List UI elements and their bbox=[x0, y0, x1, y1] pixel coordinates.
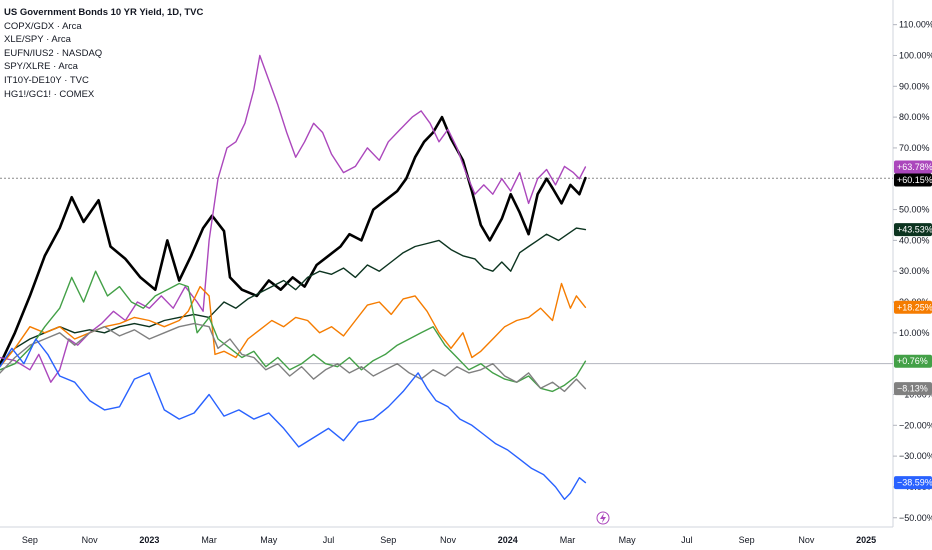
last-value-badge-purple bbox=[894, 160, 932, 174]
x-tick-label: Nov bbox=[82, 535, 99, 545]
legend-item-xle-spy[interactable]: XLE/SPY · Arca bbox=[4, 34, 71, 46]
y-tick-label: 10.00% bbox=[899, 328, 930, 338]
x-tick-label: Nov bbox=[798, 535, 815, 545]
x-tick-label: Mar bbox=[201, 535, 217, 545]
y-tick-label: 70.00% bbox=[899, 143, 930, 153]
x-tick-label: Sep bbox=[739, 535, 755, 545]
y-tick-label: −30.00% bbox=[899, 451, 932, 461]
series-line-blue bbox=[0, 338, 587, 500]
last-value-label-gray: −8.13% bbox=[897, 384, 928, 394]
series-line-green bbox=[0, 270, 587, 393]
x-tick-label: Nov bbox=[440, 535, 457, 545]
last-value-label-purple: +63.78% bbox=[897, 162, 932, 172]
last-value-label-orange: +18.25% bbox=[897, 302, 932, 312]
last-value-badge-gray bbox=[894, 382, 932, 396]
series-line-black bbox=[0, 115, 587, 366]
y-tick-label: 90.00% bbox=[899, 81, 930, 91]
y-tick-label: 110.00% bbox=[899, 20, 932, 30]
legend-item-it10y-de10y[interactable]: IT10Y-DE10Y · TVC bbox=[4, 74, 89, 86]
x-tick-label: May bbox=[619, 535, 637, 545]
legend: US Government Bonds 10 YR Yield, 1D, TVC… bbox=[4, 6, 203, 101]
legend-item-eufn-ius2[interactable]: EUFN/IUS2 · NASDAQ bbox=[4, 47, 103, 59]
y-tick-label: 50.00% bbox=[899, 205, 930, 215]
x-tick-label: Mar bbox=[560, 535, 576, 545]
last-value-badge-darkgreen bbox=[894, 223, 932, 237]
legend-item-hg1-gc1[interactable]: HG1!/GC1! · COMEX bbox=[4, 88, 95, 100]
last-value-label-green: +0.76% bbox=[897, 356, 928, 366]
series-line-purple bbox=[0, 54, 587, 383]
x-tick-label: 2024 bbox=[498, 535, 518, 545]
last-value-label-darkgreen: +43.53% bbox=[897, 225, 932, 235]
x-tick-label: Sep bbox=[380, 535, 396, 545]
last-value-badge-green bbox=[894, 354, 932, 368]
last-value-badge-orange bbox=[894, 300, 932, 314]
last-value-label-black: +60.15% bbox=[897, 175, 932, 185]
y-tick-label: 40.00% bbox=[899, 235, 930, 245]
y-tick-label: −50.00% bbox=[899, 513, 932, 523]
legend-item-spy-xlre[interactable]: SPY/XLRE · Arca bbox=[4, 61, 78, 73]
series-line-darkgreen bbox=[0, 227, 587, 366]
x-tick-label: Jul bbox=[681, 535, 693, 545]
x-tick-label: May bbox=[260, 535, 278, 545]
x-tick-label: 2025 bbox=[856, 535, 876, 545]
x-tick-label: Sep bbox=[22, 535, 38, 545]
y-tick-label: 80.00% bbox=[899, 112, 930, 122]
x-tick-label: Jul bbox=[323, 535, 335, 545]
y-tick-label: 30.00% bbox=[899, 266, 930, 276]
y-tick-label: 100.00% bbox=[899, 50, 932, 60]
y-tick-label: −20.00% bbox=[899, 420, 932, 430]
last-value-label-blue: −38.59% bbox=[897, 478, 932, 488]
legend-title: US Government Bonds 10 YR Yield, 1D, TVC bbox=[4, 7, 204, 18]
legend-item-copx-gdx[interactable]: COPX/GDX · Arca bbox=[4, 20, 82, 32]
series-line-gray bbox=[0, 322, 587, 393]
lightning-icon bbox=[600, 513, 606, 523]
last-value-badge-black bbox=[894, 173, 932, 187]
last-value-badge-blue bbox=[894, 476, 932, 490]
x-tick-label: 2023 bbox=[139, 535, 159, 545]
series-line-orange bbox=[0, 282, 587, 368]
